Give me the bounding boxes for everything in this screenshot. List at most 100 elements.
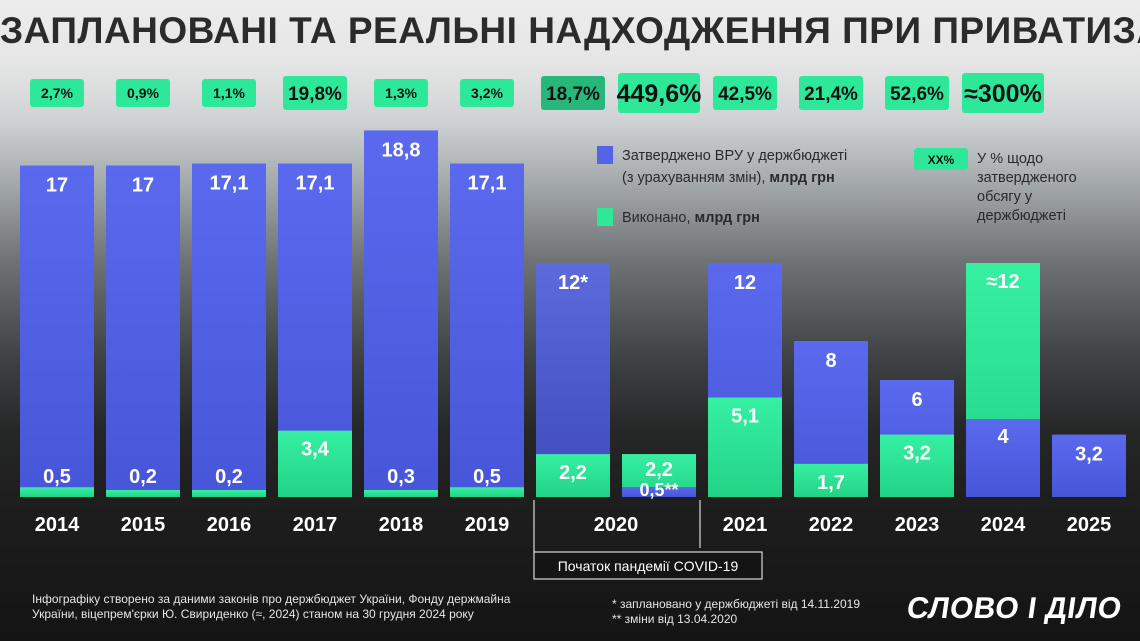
value-label-planned-2016: 17,1 bbox=[210, 173, 249, 195]
bar-planned-2019 bbox=[450, 163, 524, 498]
value-label-planned-2022: 8 bbox=[825, 350, 836, 372]
year-label-2014: 2014 bbox=[35, 514, 80, 536]
legend-pct-line2: затвердженого bbox=[977, 170, 1077, 186]
pct-label-8: 42,5% bbox=[718, 84, 772, 105]
pct-badge-6: 18,7% bbox=[541, 76, 605, 110]
chart-title: ЗАПЛАНОВАНІ ТА РЕАЛЬНІ НАДХОДЖЕННЯ ПРИ П… bbox=[0, 10, 1140, 51]
pandemic-label: Початок пандемії COVID-19 bbox=[558, 558, 739, 574]
bar-planned-2025 bbox=[1052, 434, 1126, 497]
year-label-2016: 2016 bbox=[207, 514, 252, 536]
pct-label-9: 21,4% bbox=[804, 84, 858, 105]
pct-badge-9: 21,4% bbox=[799, 76, 863, 110]
bar-actual-2022 bbox=[794, 463, 868, 497]
legend-pct-line1: У % щодо bbox=[977, 151, 1043, 167]
pct-badge-2: 1,1% bbox=[202, 79, 256, 107]
pct-label-5: 3,2% bbox=[471, 85, 503, 101]
source-note: Інфографіку створено за даними законів п… bbox=[32, 592, 510, 622]
value-label-actual-2020: 2,2 bbox=[559, 462, 587, 484]
pct-label-1: 0,9% bbox=[127, 85, 159, 101]
bar-actual-2014 bbox=[20, 487, 94, 497]
bar-actual-2023 bbox=[880, 434, 954, 497]
bar-planned-2018 bbox=[364, 130, 438, 497]
value-label-planned-2017: 17,1 bbox=[296, 173, 335, 195]
pct-badge-11: ≈300% bbox=[962, 73, 1044, 113]
pct-badge-bg bbox=[799, 76, 863, 110]
year-label-2019: 2019 bbox=[465, 514, 510, 536]
year-label-2025: 2025 bbox=[1067, 514, 1112, 536]
bar-planned-2024 bbox=[966, 419, 1040, 497]
value-label-actual-2023: 3,2 bbox=[903, 443, 931, 465]
pct-badge-bg bbox=[885, 76, 949, 110]
value-label-planned-2015: 17 bbox=[132, 175, 154, 197]
value-label-actual-2019: 0,5 bbox=[473, 466, 501, 488]
pct-badge-7: 449,6% bbox=[617, 73, 701, 113]
pct-badge-1: 0,9% bbox=[116, 79, 170, 107]
bar-planned-2015 bbox=[106, 165, 180, 497]
legend-pct-badge-text: ХХ% bbox=[928, 153, 955, 167]
bar-actual-2020 bbox=[536, 454, 610, 497]
year-label-2020: 2020 bbox=[594, 514, 639, 536]
pct-badge-bg bbox=[116, 79, 170, 107]
value-label-actual-2021: 5,1 bbox=[731, 406, 759, 428]
bar-planned-2016 bbox=[192, 163, 266, 498]
value-label-planned-2014: 17 bbox=[46, 175, 68, 197]
pct-badge-bg bbox=[30, 79, 84, 107]
value-label-actual-2017: 3,4 bbox=[301, 439, 330, 461]
pct-badge-3: 19,8% bbox=[283, 76, 347, 110]
legend-pct-line4: держбюджеті bbox=[977, 208, 1066, 224]
legend-actual-label: Виконано, млрд грн bbox=[622, 210, 760, 226]
pct-label-10: 52,6% bbox=[890, 84, 944, 105]
bar-actual-2018 bbox=[364, 490, 438, 497]
bar-actual-2019 bbox=[450, 487, 524, 497]
year-label-2024: 2024 bbox=[981, 514, 1026, 536]
brand-logo: СЛОВО І ДІЛО bbox=[905, 592, 1125, 625]
bar-actual-2016 bbox=[192, 490, 266, 497]
pct-badge-bg bbox=[541, 76, 605, 110]
value-label-planned-2020: 12* bbox=[558, 272, 588, 294]
source-line-1: Інфографіку створено за даними законів п… bbox=[32, 592, 511, 606]
star1-note: * заплановано у держбюджеті від 14.11.20… bbox=[612, 597, 861, 611]
pct-label-6: 18,7% bbox=[546, 84, 600, 105]
year-label-2018: 2018 bbox=[379, 514, 424, 536]
legend-planned-swatch bbox=[597, 146, 613, 164]
pandemic-annotation: Початок пандемії COVID-19 bbox=[533, 500, 763, 580]
value-label-actual-2016: 0,2 bbox=[215, 466, 243, 488]
legend-pct-line3: обсягу у bbox=[977, 189, 1033, 205]
value-label-actual-2024: ≈12 bbox=[986, 271, 1019, 293]
legend-planned-line2: (з урахуванням змін), млрд грн bbox=[622, 170, 835, 186]
year-label-2017: 2017 bbox=[293, 514, 338, 536]
value-label-actual-2020-amended: 2,2 bbox=[645, 459, 673, 481]
pct-badge-4: 1,3% bbox=[374, 79, 428, 107]
value-label-planned-2019: 17,1 bbox=[468, 173, 507, 195]
pct-label-2: 1,1% bbox=[213, 85, 245, 101]
year-label-2022: 2022 bbox=[809, 514, 854, 536]
bar-planned-2020-amended bbox=[622, 487, 696, 497]
pct-label-0: 2,7% bbox=[41, 85, 73, 101]
value-label-planned-2021: 12 bbox=[734, 272, 756, 294]
star-notes: * заплановано у держбюджеті від 14.11.20… bbox=[612, 597, 860, 627]
year-label-2021: 2021 bbox=[723, 514, 768, 536]
pct-badge-bg bbox=[618, 73, 700, 113]
pct-badge-10: 52,6% bbox=[885, 76, 949, 110]
bar-actual-2015 bbox=[106, 490, 180, 497]
legend-pct-badge bbox=[914, 148, 968, 170]
star2-note: ** зміни від 13.04.2020 bbox=[612, 612, 738, 626]
year-label-2023: 2023 bbox=[895, 514, 940, 536]
pct-badge-bg bbox=[962, 73, 1044, 113]
value-label-actual-2018: 0,3 bbox=[387, 466, 415, 488]
pct-badge-bg bbox=[460, 79, 514, 107]
pct-badge-8: 42,5% bbox=[713, 76, 777, 110]
value-label-planned-2020-amended: 0,5** bbox=[639, 480, 678, 500]
value-label-planned-2023: 6 bbox=[911, 389, 922, 411]
legend: Затверджено ВРУ у держбюджеті (з урахува… bbox=[597, 146, 1077, 226]
pct-badge-bg bbox=[713, 76, 777, 110]
pct-label-3: 19,8% bbox=[288, 84, 342, 105]
pct-badge-bg bbox=[374, 79, 428, 107]
year-label-2015: 2015 bbox=[121, 514, 166, 536]
bar-planned-2014 bbox=[20, 165, 94, 497]
value-label-planned-2025: 3,2 bbox=[1075, 444, 1103, 466]
pct-label-11: ≈300% bbox=[964, 80, 1042, 108]
value-label-planned-2024: 4 bbox=[997, 426, 1009, 448]
